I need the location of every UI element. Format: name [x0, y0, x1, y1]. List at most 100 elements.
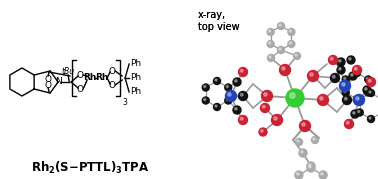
Circle shape [344, 90, 346, 93]
Circle shape [367, 115, 375, 122]
Circle shape [215, 79, 217, 81]
Circle shape [293, 52, 301, 59]
Circle shape [355, 97, 357, 99]
Circle shape [353, 96, 361, 103]
Circle shape [226, 91, 237, 101]
Circle shape [342, 76, 349, 83]
Circle shape [214, 78, 220, 84]
Circle shape [267, 28, 274, 35]
Circle shape [290, 30, 291, 32]
Circle shape [311, 137, 319, 144]
Circle shape [264, 93, 267, 96]
Circle shape [299, 120, 310, 132]
Circle shape [367, 90, 375, 96]
Circle shape [259, 128, 267, 136]
Circle shape [332, 75, 335, 78]
Circle shape [356, 96, 363, 103]
Text: O: O [77, 84, 84, 93]
Circle shape [274, 117, 277, 120]
Circle shape [269, 42, 271, 44]
Circle shape [277, 47, 285, 54]
Circle shape [353, 66, 361, 74]
Text: O: O [45, 81, 52, 90]
Circle shape [366, 78, 368, 80]
Circle shape [215, 105, 217, 107]
Circle shape [347, 56, 355, 64]
Circle shape [339, 60, 341, 62]
Circle shape [269, 56, 271, 58]
Circle shape [233, 78, 241, 86]
Circle shape [290, 42, 291, 44]
Circle shape [240, 69, 243, 72]
Circle shape [260, 103, 270, 112]
Text: 3: 3 [122, 98, 127, 107]
Circle shape [351, 110, 359, 118]
Circle shape [240, 117, 243, 120]
Circle shape [321, 173, 323, 175]
Circle shape [369, 117, 371, 119]
Circle shape [267, 40, 274, 47]
Circle shape [239, 115, 248, 125]
Circle shape [358, 98, 360, 100]
Circle shape [353, 69, 361, 76]
Circle shape [358, 110, 360, 113]
Circle shape [369, 91, 371, 93]
Circle shape [346, 121, 349, 124]
Circle shape [309, 166, 311, 168]
Circle shape [302, 123, 305, 126]
Circle shape [319, 171, 327, 179]
Text: O: O [108, 67, 116, 76]
Circle shape [204, 98, 206, 101]
Circle shape [337, 66, 345, 74]
Circle shape [330, 74, 339, 83]
Circle shape [202, 84, 209, 91]
Circle shape [369, 79, 371, 82]
Circle shape [214, 103, 220, 110]
Circle shape [225, 84, 232, 91]
Circle shape [295, 171, 303, 179]
Circle shape [235, 80, 237, 82]
Circle shape [349, 72, 357, 80]
Circle shape [290, 93, 295, 98]
Circle shape [355, 67, 357, 70]
Text: Rh: Rh [84, 74, 97, 83]
Circle shape [299, 149, 307, 157]
Circle shape [279, 64, 291, 76]
Text: O: O [45, 74, 52, 83]
Circle shape [286, 89, 304, 107]
Circle shape [313, 138, 315, 140]
Circle shape [363, 86, 371, 94]
Circle shape [307, 162, 315, 170]
Circle shape [339, 68, 341, 70]
Circle shape [318, 95, 328, 105]
Circle shape [202, 97, 209, 104]
Circle shape [269, 30, 271, 32]
Circle shape [310, 73, 313, 76]
Circle shape [262, 105, 265, 108]
Circle shape [328, 55, 338, 64]
Circle shape [288, 28, 295, 35]
Circle shape [261, 130, 263, 132]
Circle shape [279, 48, 281, 50]
Circle shape [225, 97, 232, 104]
Text: Ph: Ph [130, 88, 141, 96]
Circle shape [297, 140, 299, 142]
Circle shape [282, 67, 285, 70]
Circle shape [330, 57, 333, 60]
Circle shape [309, 164, 311, 166]
Circle shape [226, 98, 228, 101]
Circle shape [239, 91, 248, 100]
Circle shape [296, 139, 302, 146]
Text: x-ray,
top view: x-ray, top view [198, 10, 240, 32]
Circle shape [262, 91, 273, 101]
Circle shape [367, 78, 375, 86]
Text: O: O [108, 81, 116, 90]
Circle shape [349, 58, 351, 60]
Circle shape [204, 85, 206, 88]
Text: Rh: Rh [95, 74, 109, 83]
Circle shape [353, 112, 355, 114]
Circle shape [228, 93, 231, 96]
Text: Ph: Ph [130, 74, 141, 83]
Circle shape [233, 106, 241, 114]
Circle shape [268, 54, 274, 62]
